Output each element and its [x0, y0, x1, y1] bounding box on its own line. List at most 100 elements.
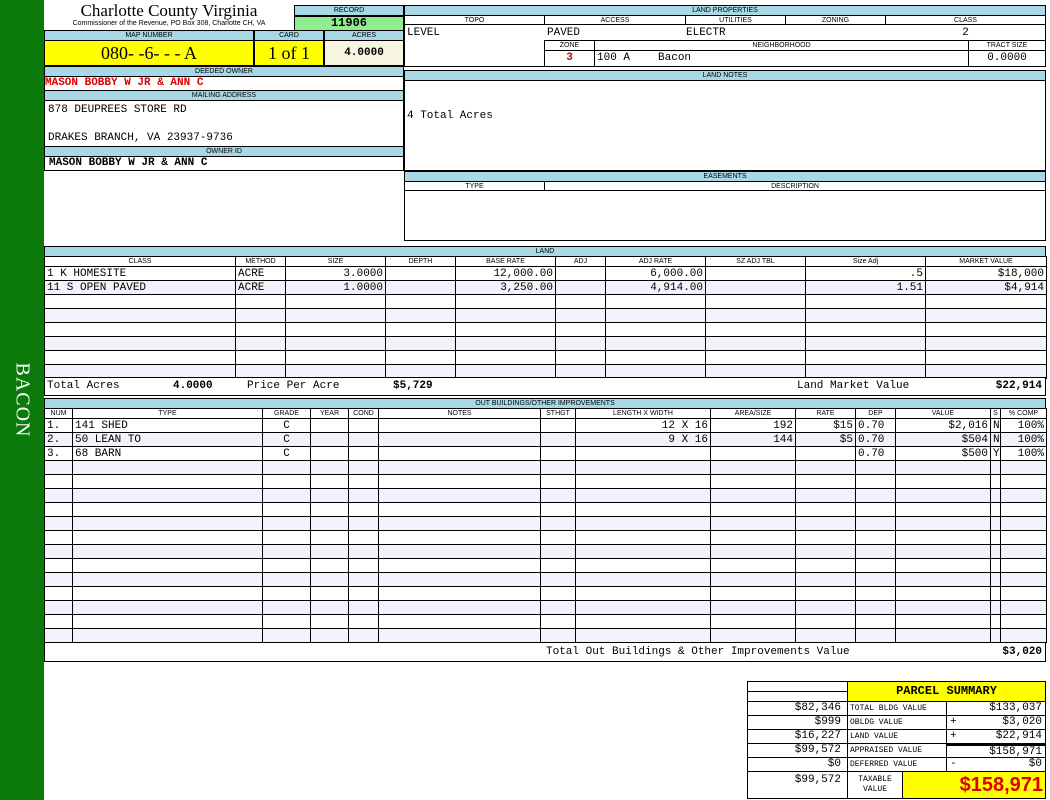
table-cell	[855, 586, 896, 601]
table-cell	[385, 266, 456, 281]
table-cell	[795, 558, 856, 573]
table-row: 1 K HOMESITE ACRE 3.0000 12,000.00 6,000.00.…	[44, 266, 1047, 281]
table-cell	[235, 308, 286, 323]
table-cell	[348, 572, 379, 587]
table-cell	[855, 530, 896, 545]
table-cell	[895, 544, 991, 559]
table-cell	[990, 530, 1001, 545]
table-cell	[710, 474, 796, 489]
table-cell: 100%	[1000, 446, 1047, 461]
table-cell	[925, 336, 1047, 351]
table-cell	[348, 516, 379, 531]
table-cell	[455, 308, 556, 323]
table-cell	[44, 572, 73, 587]
table-cell	[925, 322, 1047, 337]
outbuildings-total-label: Total Out Buildings & Other Improvements…	[546, 646, 850, 658]
total-acres: 4.0000	[173, 380, 213, 392]
mailing-address: 878 DEUPREES STORE RD DRAKES BRANCH, VA …	[44, 100, 404, 147]
neighborhood-value: 100 A Bacon	[594, 50, 969, 67]
table-cell	[895, 586, 991, 601]
table-cell	[990, 460, 1001, 475]
table-cell	[310, 488, 349, 503]
table-cell	[285, 322, 386, 337]
table-cell	[44, 544, 73, 559]
table-cell	[348, 530, 379, 545]
table-cell	[44, 294, 236, 309]
table-cell	[348, 614, 379, 629]
table-row	[44, 474, 1047, 489]
land-notes: 4 Total Acres	[404, 80, 1046, 171]
table-cell	[710, 446, 796, 461]
table-cell	[990, 474, 1001, 489]
summary-value-cell: $158,971	[946, 743, 1046, 758]
column-header: COND	[348, 408, 379, 419]
table-cell	[605, 322, 706, 337]
summary-value: $0	[1028, 758, 1042, 770]
table-cell	[705, 308, 806, 323]
column-header: TYPE	[72, 408, 263, 419]
table-cell	[795, 516, 856, 531]
table-row: 3. 68 BARN C 0.70 $500 Y 100%	[44, 446, 1047, 461]
table-cell	[855, 544, 896, 559]
table-cell	[795, 572, 856, 587]
table-cell	[378, 502, 541, 517]
table-cell	[72, 628, 263, 643]
table-row	[44, 308, 1047, 323]
table-cell: 3.	[44, 446, 73, 461]
table-cell	[385, 350, 456, 365]
table-cell	[1000, 488, 1047, 503]
column-header: YEAR	[310, 408, 349, 419]
table-cell	[72, 572, 263, 587]
table-cell	[795, 488, 856, 503]
header-row: CLASS METHOD SIZE DEPTH BASE RATE ADJ ADJ RATE…	[44, 256, 1047, 267]
table-cell	[378, 572, 541, 587]
table-cell	[710, 544, 796, 559]
easements-box	[404, 190, 1046, 241]
column-header: SZ ADJ TBL	[705, 256, 806, 267]
table-cell	[855, 516, 896, 531]
table-cell	[575, 530, 711, 545]
table-cell	[795, 460, 856, 475]
table-cell: 3.0000	[285, 266, 386, 281]
table-cell: 144	[710, 432, 796, 447]
table-cell	[855, 502, 896, 517]
table-cell	[925, 350, 1047, 365]
summary-row: $16,227 LAND VALUE + $22,914	[747, 729, 1046, 744]
table-cell	[855, 474, 896, 489]
table-cell	[855, 572, 896, 587]
table-cell: ACRE	[235, 280, 286, 295]
table-cell	[455, 336, 556, 351]
summary-left-value: $999	[747, 715, 848, 730]
price-per-acre: $5,729	[393, 380, 433, 392]
utilities-value: ELECTR	[686, 27, 726, 39]
table-cell	[895, 628, 991, 643]
header-row: NUM TYPE GRADE YEAR COND NOTES STHGT LENGTH X W…	[44, 408, 1047, 419]
table-cell: 0.70	[855, 446, 896, 461]
column-header: S	[990, 408, 1001, 419]
table-cell	[44, 502, 73, 517]
column-header: METHOD	[235, 256, 286, 267]
table-cell	[895, 600, 991, 615]
address-line-1: 878 DEUPREES STORE RD	[48, 104, 187, 116]
table-cell	[710, 502, 796, 517]
table-cell	[925, 294, 1047, 309]
table-cell: $504	[895, 432, 991, 447]
table-cell	[44, 558, 73, 573]
table-cell: 3,250.00	[455, 280, 556, 295]
table-cell	[262, 488, 311, 503]
table-cell	[285, 294, 386, 309]
table-cell	[855, 558, 896, 573]
table-cell: ACRE	[235, 266, 286, 281]
table-cell	[795, 600, 856, 615]
summary-left-value: $0	[747, 757, 848, 772]
table-cell	[348, 628, 379, 643]
map-number: 080- -6- - - A	[44, 40, 254, 66]
table-cell	[262, 614, 311, 629]
table-cell	[348, 586, 379, 601]
table-cell	[262, 558, 311, 573]
summary-value-cell: + $22,914	[946, 729, 1046, 744]
table-cell	[1000, 614, 1047, 629]
table-cell	[310, 502, 349, 517]
table-cell	[540, 558, 576, 573]
table-cell	[575, 558, 711, 573]
